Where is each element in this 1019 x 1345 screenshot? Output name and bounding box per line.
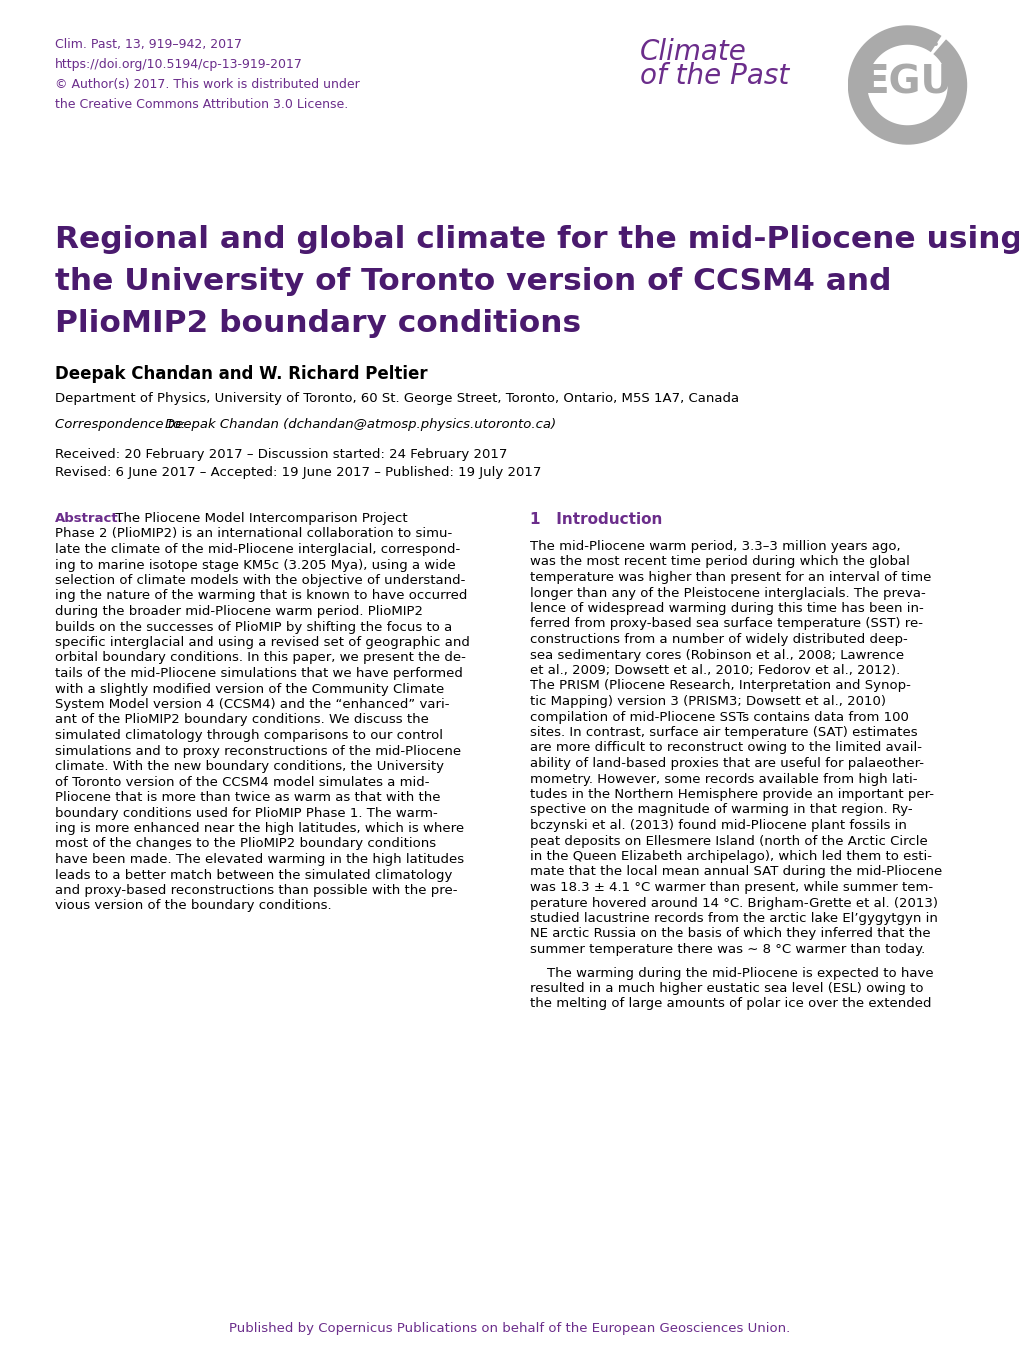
Text: peat deposits on Ellesmere Island (north of the Arctic Circle: peat deposits on Ellesmere Island (north… <box>530 834 927 847</box>
Text: Climate: Climate <box>639 38 746 66</box>
Text: perature hovered around 14 °C. Brigham-Grette et al. (2013): perature hovered around 14 °C. Brigham-G… <box>530 897 937 909</box>
Text: ing is more enhanced near the high latitudes, which is where: ing is more enhanced near the high latit… <box>55 822 464 835</box>
Text: Deepak Chandan (dchandan@atmosp.physics.utoronto.ca): Deepak Chandan (dchandan@atmosp.physics.… <box>165 418 555 430</box>
Text: have been made. The elevated warming in the high latitudes: have been made. The elevated warming in … <box>55 853 464 866</box>
Text: boundary conditions used for PlioMIP Phase 1. The warm-: boundary conditions used for PlioMIP Pha… <box>55 807 437 819</box>
Text: Open Access: Open Access <box>955 58 964 112</box>
Text: temperature was higher than present for an interval of time: temperature was higher than present for … <box>530 572 930 584</box>
Text: constructions from a number of widely distributed deep-: constructions from a number of widely di… <box>530 633 907 646</box>
Text: the University of Toronto version of CCSM4 and: the University of Toronto version of CCS… <box>55 268 891 296</box>
Text: Correspondence to:: Correspondence to: <box>55 418 190 430</box>
Text: tic Mapping) version 3 (PRISM3; Dowsett et al., 2010): tic Mapping) version 3 (PRISM3; Dowsett … <box>530 695 886 707</box>
Text: mometry. However, some records available from high lati-: mometry. However, some records available… <box>530 772 917 785</box>
Text: bczynski et al. (2013) found mid-Pliocene plant fossils in: bczynski et al. (2013) found mid-Pliocen… <box>530 819 906 833</box>
Text: the melting of large amounts of polar ice over the extended: the melting of large amounts of polar ic… <box>530 998 930 1010</box>
Text: was 18.3 ± 4.1 °C warmer than present, while summer tem-: was 18.3 ± 4.1 °C warmer than present, w… <box>530 881 932 894</box>
Text: are more difficult to reconstruct owing to the limited avail-: are more difficult to reconstruct owing … <box>530 741 921 755</box>
Text: studied lacustrine records from the arctic lake El’gygytgyn in: studied lacustrine records from the arct… <box>530 912 936 925</box>
Text: simulated climatology through comparisons to our control: simulated climatology through comparison… <box>55 729 442 742</box>
Text: Clim. Past, 13, 919–942, 2017: Clim. Past, 13, 919–942, 2017 <box>55 38 242 51</box>
Text: sites. In contrast, surface air temperature (SAT) estimates: sites. In contrast, surface air temperat… <box>530 726 917 738</box>
Text: with a slightly modified version of the Community Climate: with a slightly modified version of the … <box>55 682 444 695</box>
Text: The mid-Pliocene warm period, 3.3–3 million years ago,: The mid-Pliocene warm period, 3.3–3 mill… <box>530 539 900 553</box>
Text: most of the changes to the PlioMIP2 boundary conditions: most of the changes to the PlioMIP2 boun… <box>55 838 436 850</box>
Text: vious version of the boundary conditions.: vious version of the boundary conditions… <box>55 900 331 912</box>
Text: Abstract.: Abstract. <box>55 512 123 525</box>
Text: Pliocene that is more than twice as warm as that with the: Pliocene that is more than twice as warm… <box>55 791 440 804</box>
Text: simulations and to proxy reconstructions of the mid-Pliocene: simulations and to proxy reconstructions… <box>55 745 461 757</box>
Text: leads to a better match between the simulated climatology: leads to a better match between the simu… <box>55 869 452 881</box>
Text: selection of climate models with the objective of understand-: selection of climate models with the obj… <box>55 574 465 586</box>
Text: Published by Copernicus Publications on behalf of the European Geosciences Union: Published by Copernicus Publications on … <box>229 1322 790 1336</box>
Text: NE arctic Russia on the basis of which they inferred that the: NE arctic Russia on the basis of which t… <box>530 928 929 940</box>
Text: the Creative Commons Attribution 3.0 License.: the Creative Commons Attribution 3.0 Lic… <box>55 98 347 112</box>
Text: lence of widespread warming during this time has been in-: lence of widespread warming during this … <box>530 603 923 615</box>
Text: Ⓒ  ⓑⓓ: Ⓒ ⓑⓓ <box>78 126 106 137</box>
Text: mate that the local mean annual SAT during the mid-Pliocene: mate that the local mean annual SAT duri… <box>530 865 942 878</box>
Text: specific interglacial and using a revised set of geographic and: specific interglacial and using a revise… <box>55 636 470 650</box>
Text: System Model version 4 (CCSM4) and the “enhanced” vari-: System Model version 4 (CCSM4) and the “… <box>55 698 449 712</box>
Text: © Author(s) 2017. This work is distributed under: © Author(s) 2017. This work is distribut… <box>55 78 360 91</box>
Text: climate. With the new boundary conditions, the University: climate. With the new boundary condition… <box>55 760 443 773</box>
Text: Regional and global climate for the mid-Pliocene using: Regional and global climate for the mid-… <box>55 225 1019 254</box>
Text: resulted in a much higher eustatic sea level (ESL) owing to: resulted in a much higher eustatic sea l… <box>530 982 922 995</box>
Text: was the most recent time period during which the global: was the most recent time period during w… <box>530 555 909 569</box>
Text: Revised: 6 June 2017 – Accepted: 19 June 2017 – Published: 19 July 2017: Revised: 6 June 2017 – Accepted: 19 June… <box>55 465 541 479</box>
Text: Department of Physics, University of Toronto, 60 St. George Street, Toronto, Ont: Department of Physics, University of Tor… <box>55 391 739 405</box>
Text: https://doi.org/10.5194/cp-13-919-2017: https://doi.org/10.5194/cp-13-919-2017 <box>55 58 303 71</box>
Text: summer temperature there was ∼ 8 °C warmer than today.: summer temperature there was ∼ 8 °C warm… <box>530 943 924 956</box>
Text: The Pliocene Model Intercomparison Project: The Pliocene Model Intercomparison Proje… <box>111 512 408 525</box>
Text: Deepak Chandan and W. Richard Peltier: Deepak Chandan and W. Richard Peltier <box>55 364 427 383</box>
Text: sea sedimentary cores (Robinson et al., 2008; Lawrence: sea sedimentary cores (Robinson et al., … <box>530 648 903 662</box>
Text: of Toronto version of the CCSM4 model simulates a mid-: of Toronto version of the CCSM4 model si… <box>55 776 429 788</box>
Text: and proxy-based reconstructions than possible with the pre-: and proxy-based reconstructions than pos… <box>55 884 458 897</box>
Text: ing the nature of the warming that is known to have occurred: ing the nature of the warming that is kn… <box>55 589 467 603</box>
Text: late the climate of the mid-Pliocene interglacial, correspond-: late the climate of the mid-Pliocene int… <box>55 543 460 555</box>
Text: spective on the magnitude of warming in that region. Ry-: spective on the magnitude of warming in … <box>530 803 912 816</box>
Text: PlioMIP2 boundary conditions: PlioMIP2 boundary conditions <box>55 309 581 338</box>
Text: orbital boundary conditions. In this paper, we present the de-: orbital boundary conditions. In this pap… <box>55 651 466 664</box>
Text: EGU: EGU <box>862 63 952 101</box>
Text: compilation of mid-Pliocene SSTs contains data from 100: compilation of mid-Pliocene SSTs contain… <box>530 710 908 724</box>
Text: builds on the successes of PlioMIP by shifting the focus to a: builds on the successes of PlioMIP by sh… <box>55 620 451 633</box>
Text: in the Queen Elizabeth archipelago), which led them to esti-: in the Queen Elizabeth archipelago), whi… <box>530 850 931 863</box>
Text: et al., 2009; Dowsett et al., 2010; Fedorov et al., 2012).: et al., 2009; Dowsett et al., 2010; Fedo… <box>530 664 900 677</box>
Text: tails of the mid-Pliocene simulations that we have performed: tails of the mid-Pliocene simulations th… <box>55 667 463 681</box>
Text: tudes in the Northern Hemisphere provide an important per-: tudes in the Northern Hemisphere provide… <box>530 788 933 802</box>
Text: The PRISM (Pliocene Research, Interpretation and Synop-: The PRISM (Pliocene Research, Interpreta… <box>530 679 910 693</box>
Text: Received: 20 February 2017 – Discussion started: 24 February 2017: Received: 20 February 2017 – Discussion … <box>55 448 506 461</box>
Text: longer than any of the Pleistocene interglacials. The preva-: longer than any of the Pleistocene inter… <box>530 586 925 600</box>
Text: ability of land-based proxies that are useful for palaeother-: ability of land-based proxies that are u… <box>530 757 923 769</box>
Text: during the broader mid-Pliocene warm period. PlioMIP2: during the broader mid-Pliocene warm per… <box>55 605 423 617</box>
Text: ant of the PlioMIP2 boundary conditions. We discuss the: ant of the PlioMIP2 boundary conditions.… <box>55 713 428 726</box>
Text: of the Past: of the Past <box>639 62 789 90</box>
Text: ing to marine isotope stage KM5c (3.205 Mya), using a wide: ing to marine isotope stage KM5c (3.205 … <box>55 558 455 572</box>
Text: 1   Introduction: 1 Introduction <box>530 512 661 527</box>
Text: The warming during the mid-Pliocene is expected to have: The warming during the mid-Pliocene is e… <box>530 967 932 979</box>
Text: ferred from proxy-based sea surface temperature (SST) re-: ferred from proxy-based sea surface temp… <box>530 617 922 631</box>
Text: Phase 2 (PlioMIP2) is an international collaboration to simu-: Phase 2 (PlioMIP2) is an international c… <box>55 527 451 541</box>
